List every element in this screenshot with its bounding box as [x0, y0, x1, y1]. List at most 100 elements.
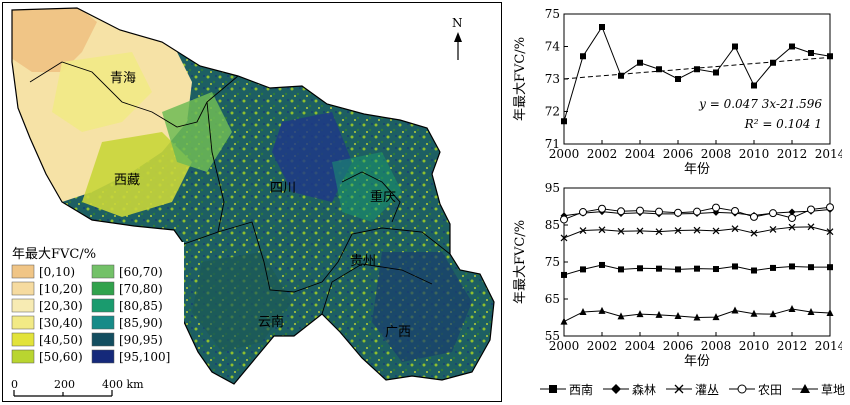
data-point — [694, 66, 700, 73]
data-point — [694, 265, 700, 272]
data-point — [656, 265, 662, 272]
data-point — [751, 267, 757, 274]
data-point — [674, 227, 682, 234]
data-point — [560, 317, 568, 325]
data-point — [617, 227, 625, 235]
legend-swatch — [91, 349, 115, 364]
legend-swatch — [91, 281, 115, 296]
x-tick-label: 2012 — [777, 339, 808, 353]
data-point — [675, 76, 681, 82]
data-point — [655, 310, 663, 318]
data-point — [636, 227, 644, 235]
province-label-xizang: 西藏 — [114, 173, 140, 188]
data-point — [580, 266, 586, 273]
data-point — [693, 207, 701, 216]
legend-label-xinan: 西南 — [569, 382, 594, 397]
data-point — [750, 212, 758, 221]
y-tick-label: 73 — [545, 72, 560, 86]
data-point — [750, 229, 758, 237]
data-point — [751, 82, 757, 89]
fvc-landcover-chart: 2000 2002 2004 2006 2008 2010 2012 2014 55 65 75 85… — [513, 181, 842, 368]
triangle-marker-icon — [791, 384, 818, 393]
data-point — [579, 307, 587, 315]
legend-label-forest: 森林 — [631, 382, 656, 397]
trend-line — [563, 56, 831, 80]
data-point — [561, 118, 567, 125]
legend-swatch — [91, 264, 115, 279]
legend-class-label: [60,70) — [119, 265, 163, 279]
legend-item-shrub: 灌丛 — [665, 381, 719, 398]
x-tick-label: 2008 — [701, 339, 732, 353]
north-arrow-icon — [454, 32, 462, 60]
legend-label-grassland: 草地 — [820, 382, 845, 397]
legend-item-xinan: 西南 — [540, 381, 593, 398]
legend-swatch — [91, 332, 115, 347]
x-tick-label: 2014 — [815, 339, 842, 353]
data-point — [618, 266, 624, 273]
data-point — [712, 227, 720, 235]
x-tick-label: 2002 — [587, 339, 618, 353]
data-point — [769, 310, 777, 318]
data-point — [579, 227, 587, 234]
data-point — [732, 43, 738, 50]
legend-swatch — [91, 315, 115, 330]
legend-class-label: [10,20) — [39, 282, 83, 296]
y-tick-label: 95 — [545, 181, 560, 195]
data-point — [826, 203, 834, 212]
legend-item-grassland: 草地 — [791, 381, 845, 398]
x-tick-label: 2010 — [739, 147, 770, 161]
y-tick-label: 85 — [545, 218, 560, 232]
data-point — [598, 306, 606, 314]
legend-swatch — [11, 298, 35, 313]
legend-item-forest: 森林 — [602, 381, 656, 398]
legend-title: 年最大FVC/% — [12, 247, 96, 262]
data-point — [636, 206, 644, 215]
scale-label-400: 400 km — [102, 378, 144, 391]
data-point — [826, 228, 834, 236]
data-point — [636, 310, 644, 318]
data-point — [826, 309, 834, 317]
data-point — [579, 208, 587, 217]
square-marker-icon — [540, 385, 566, 393]
x-axis-label: 年份 — [684, 162, 710, 177]
fvc-map: 青海 西藏 四川 重庆 贵州 云南 广西 N 年最大FVC/% [0,10) [1… — [2, 2, 502, 402]
legend-item-cropland: 农田 — [728, 381, 782, 398]
region-outline — [11, 7, 495, 385]
data-point — [807, 223, 815, 231]
x-tick-label: 2010 — [739, 339, 770, 353]
legend-class-label: [90,95) — [119, 333, 163, 347]
data-point — [617, 207, 625, 216]
data-point — [788, 223, 796, 231]
data-point — [731, 225, 739, 233]
legend-swatch — [91, 298, 115, 313]
legend-class-label: [0,10) — [39, 265, 75, 279]
data-point — [789, 43, 795, 50]
province-label-qinghai: 青海 — [110, 71, 136, 86]
data-point — [637, 265, 643, 272]
province-label-yunnan: 云南 — [258, 314, 284, 330]
province-label-chongqing: 重庆 — [370, 189, 396, 205]
y-tick-label: 72 — [545, 105, 560, 119]
data-point — [693, 313, 701, 321]
data-point — [827, 53, 833, 60]
x-tick-label: 2000 — [549, 339, 580, 353]
x-tick-label: 2008 — [701, 147, 732, 161]
circle-marker-icon — [728, 384, 755, 394]
data-point — [808, 50, 814, 56]
legend-class-label: [95,100] — [119, 350, 170, 364]
chart2-legend: 西南 森林 灌丛 农田 草地 — [540, 378, 845, 400]
data-point — [599, 261, 605, 268]
data-point — [731, 206, 739, 215]
y-tick-label: 65 — [545, 292, 560, 306]
legend-label-cropland: 农田 — [757, 382, 782, 397]
province-label-guangxi: 广西 — [385, 325, 411, 340]
data-point — [674, 312, 682, 320]
map-legend: [0,10) [10,20) [20,30) [30,40) [40,50) [50,60… — [11, 264, 170, 364]
regression-annotation: R² = 0.104 1 — [744, 117, 822, 131]
x-tick-label: 2004 — [625, 339, 656, 353]
legend-class-label: [70,80) — [119, 282, 163, 296]
scale-label-200: 200 — [54, 378, 75, 391]
legend-class-label: [20,30) — [39, 299, 83, 313]
data-point — [712, 313, 720, 321]
x-tick-label: 2006 — [663, 339, 694, 353]
